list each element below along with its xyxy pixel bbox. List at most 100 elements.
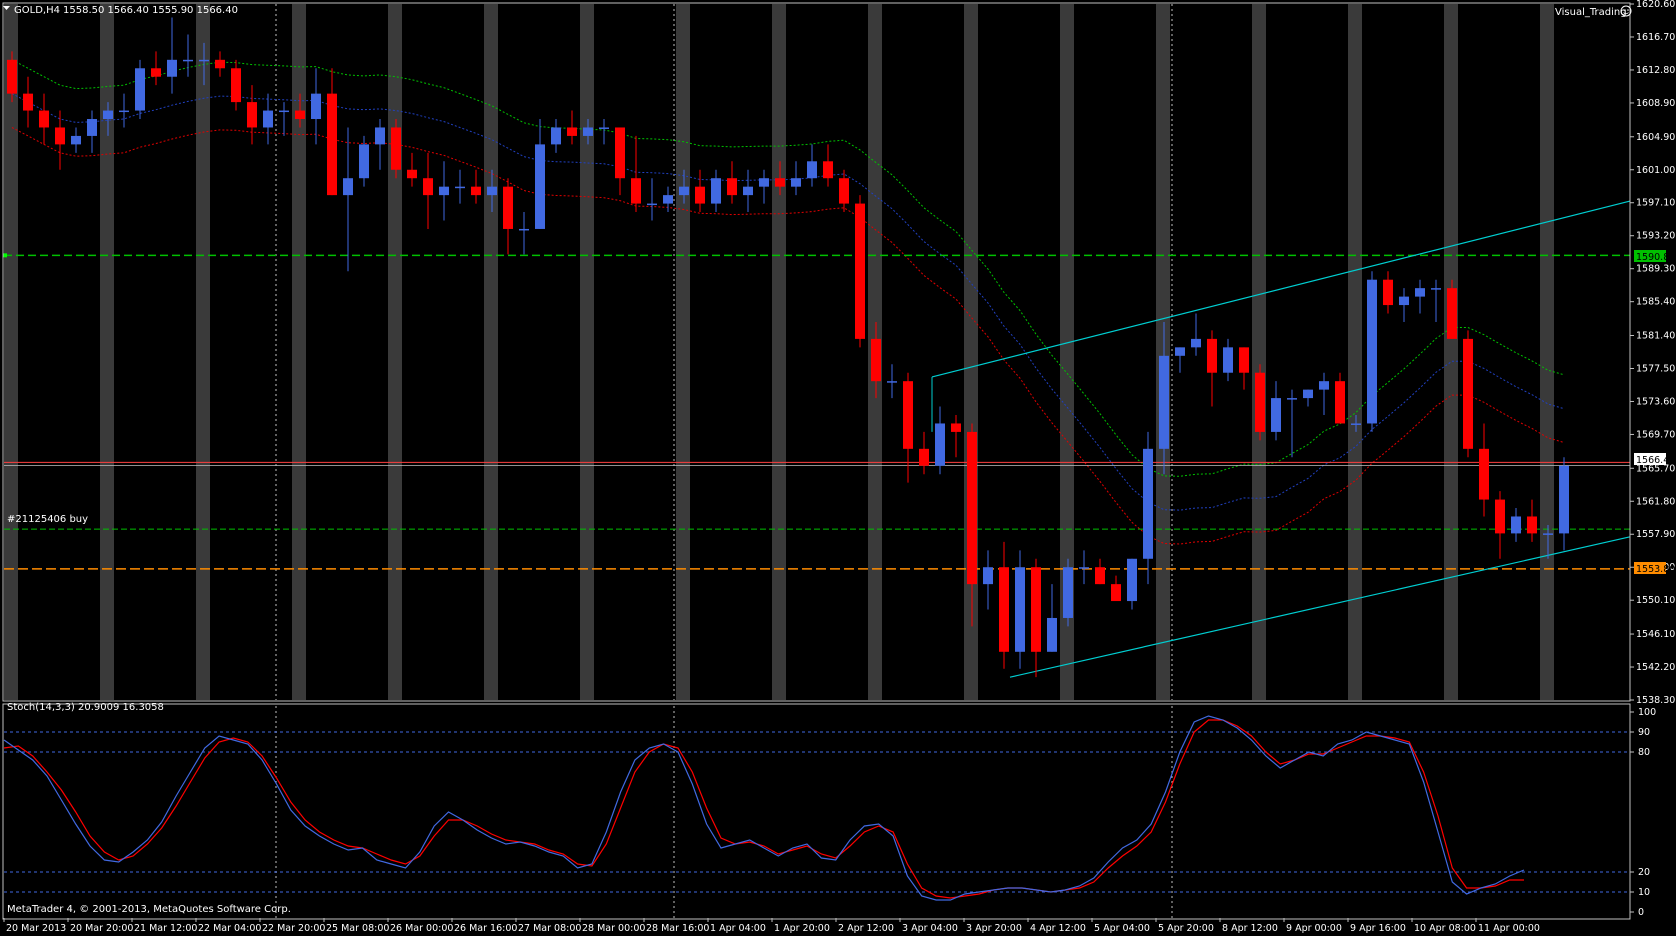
- session-band: [388, 4, 402, 700]
- price-tick-label: 1593.20: [1636, 231, 1675, 242]
- candle: [39, 93, 49, 145]
- stoch-pane-border: [2, 703, 1631, 920]
- candle-body: [983, 567, 993, 585]
- candle: [311, 68, 321, 145]
- candle: [631, 135, 641, 213]
- candle: [183, 34, 193, 77]
- candle-body: [1415, 288, 1425, 297]
- candle: [967, 423, 977, 627]
- candle-body: [503, 186, 513, 229]
- session-band: [1348, 4, 1362, 700]
- candle-body: [663, 195, 673, 204]
- svg-text:1566.40: 1566.40: [1636, 455, 1675, 466]
- candle-body: [1447, 288, 1457, 339]
- stoch-tick-label: 90: [1638, 727, 1650, 738]
- candle: [343, 127, 353, 272]
- ma-upper: [11, 59, 1565, 477]
- chart-menu-icon[interactable]: [3, 6, 10, 10]
- candle: [871, 321, 881, 399]
- candle: [1495, 491, 1505, 559]
- stoch-main-line: [3, 715, 1525, 901]
- candle-body: [455, 186, 465, 189]
- candle-body: [215, 59, 225, 69]
- time-tick-label: 28 Mar 00:00: [582, 923, 645, 934]
- candle: [567, 110, 577, 145]
- trend-channel[interactable]: [931, 200, 1631, 678]
- candle-body: [119, 110, 129, 113]
- stoch-tick-label: 80: [1638, 747, 1650, 758]
- candle-body: [1431, 288, 1441, 290]
- time-tick-label: 8 Apr 12:00: [1222, 923, 1278, 934]
- price-tick-label: 1585.40: [1636, 297, 1675, 308]
- candle: [1367, 271, 1377, 432]
- candle: [999, 541, 1009, 669]
- candle: [1431, 279, 1441, 322]
- time-tick-label: 9 Apr 00:00: [1286, 923, 1342, 934]
- candle-body: [439, 186, 449, 196]
- candle-body: [1015, 567, 1025, 652]
- candle: [391, 119, 401, 179]
- price-tick-label: 1573.60: [1636, 396, 1675, 407]
- time-tick-label: 1 Apr 20:00: [774, 923, 830, 934]
- price-tick-label: 1550.10: [1636, 595, 1675, 606]
- candle: [647, 178, 657, 221]
- candle-body: [55, 127, 65, 145]
- candle-body: [327, 93, 337, 196]
- candle: [711, 169, 721, 213]
- candle-body: [855, 203, 865, 339]
- stoch-tick-label: 10: [1638, 887, 1650, 898]
- candle-body: [7, 59, 17, 94]
- support-price-tag: 1553.80: [1634, 562, 1675, 575]
- candle: [471, 169, 481, 204]
- candle: [247, 85, 257, 145]
- current-price-tag: 1566.40: [1634, 453, 1675, 466]
- candle-body: [743, 186, 753, 196]
- candle: [503, 178, 513, 255]
- candle: [1383, 271, 1393, 314]
- candle: [359, 135, 369, 187]
- candle: [1559, 457, 1569, 551]
- candle-body: [887, 381, 897, 383]
- candle-body: [695, 186, 705, 204]
- candle: [327, 68, 337, 196]
- time-tick-label: 3 Apr 20:00: [966, 923, 1022, 934]
- candle: [1447, 279, 1457, 339]
- candle-body: [1527, 516, 1537, 534]
- candle: [1463, 330, 1473, 458]
- candle-body: [1463, 338, 1473, 449]
- candle: [375, 119, 385, 170]
- candle: [151, 51, 161, 86]
- candle-body: [1127, 558, 1137, 602]
- candle-body: [87, 119, 97, 136]
- candle-body: [1079, 567, 1089, 569]
- candle: [1175, 347, 1185, 373]
- candle: [1127, 558, 1137, 610]
- candle-body: [1111, 584, 1121, 602]
- price-tick-label: 1581.40: [1636, 331, 1675, 342]
- channel-upper-line: [931, 200, 1631, 378]
- session-band: [4, 4, 18, 700]
- candle: [1031, 558, 1041, 678]
- candle-body: [727, 178, 737, 196]
- price-tick-label: 1601.00: [1636, 165, 1675, 176]
- candle-body: [1191, 338, 1201, 348]
- candle: [1399, 288, 1409, 322]
- price-tick-label: 1608.90: [1636, 98, 1675, 109]
- price-tick-label: 1565.70: [1636, 463, 1675, 474]
- time-tick-label: 11 Apr 00:00: [1478, 923, 1540, 934]
- time-tick-label: 1 Apr 04:00: [710, 923, 766, 934]
- candle-body: [679, 186, 689, 196]
- candle-body: [711, 178, 721, 204]
- time-tick-label: 2 Apr 12:00: [838, 923, 894, 934]
- candle: [583, 119, 593, 145]
- candle-body: [343, 178, 353, 196]
- candle-body: [71, 135, 81, 145]
- candle: [1511, 508, 1521, 542]
- candle: [519, 212, 529, 255]
- candle-body: [551, 127, 561, 145]
- candle: [279, 102, 289, 136]
- candle: [199, 42, 209, 86]
- candle-body: [183, 59, 193, 62]
